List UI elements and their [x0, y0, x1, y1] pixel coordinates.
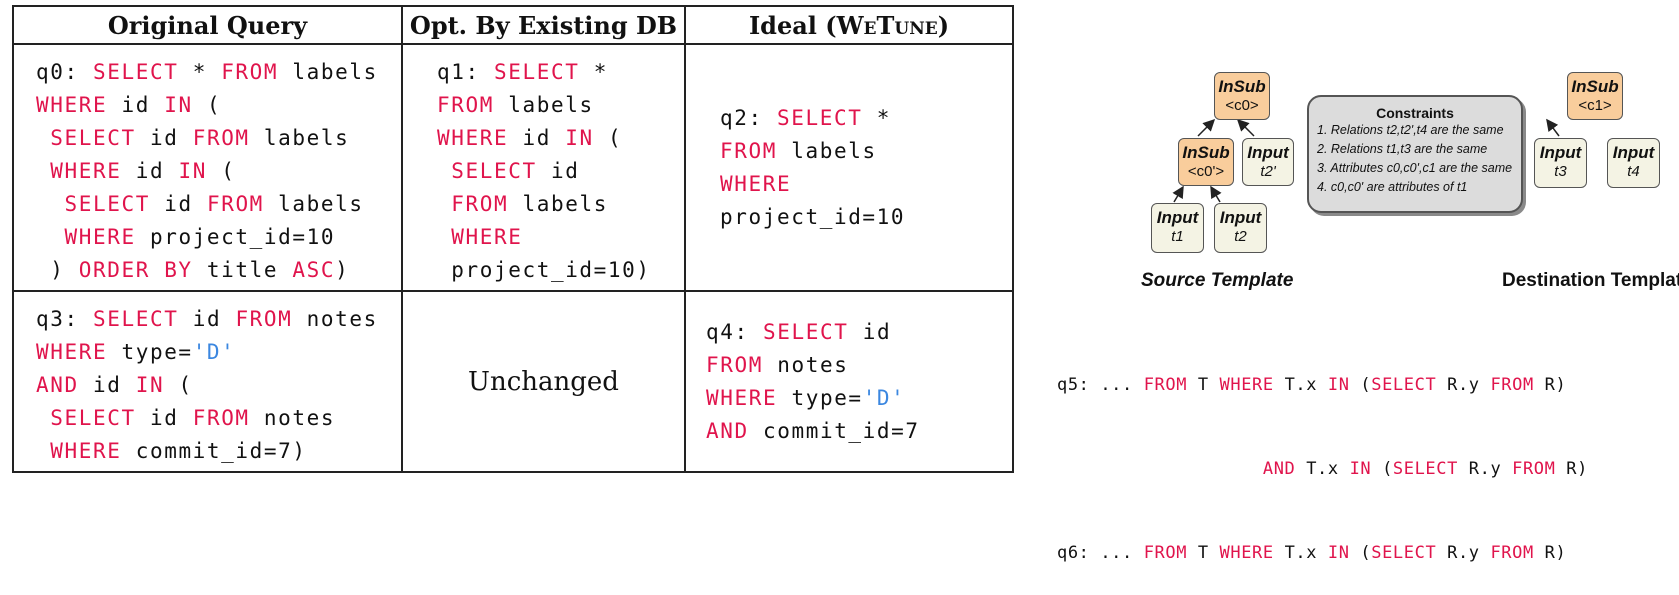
constraint-item: 3. Attributes c0,c0',c1 are the same	[1317, 161, 1513, 175]
code-line: q3: SELECT id FROM notes	[36, 307, 378, 331]
constraints-title: Constraints	[1376, 105, 1454, 121]
code-line: ) ORDER BY title ASC)	[36, 258, 350, 282]
input-node-t1: Input t1	[1151, 203, 1204, 253]
cell-q3: q3: SELECT id FROM notes WHERE type='D' AN…	[12, 290, 403, 473]
code-line: AND commit_id=7	[706, 418, 920, 443]
code-line: WHERE id IN (	[437, 126, 623, 150]
query-q3: q3: SELECT id FROM notes WHERE type='D' AN…	[36, 303, 401, 468]
code-line: WHERE type='D'	[706, 385, 906, 410]
query-q2: q2: SELECT * FROM labels WHERE project_id=1…	[720, 102, 1012, 234]
query-q6: q6: ... FROM T WHERE T.x IN (SELECT R.y …	[1057, 543, 1567, 563]
code-line: q0: SELECT * FROM labels	[36, 60, 378, 84]
input-node-t2-prime: Input t2'	[1242, 138, 1294, 186]
input-node-t4: Input t4	[1607, 138, 1660, 188]
code-line: SELECT id FROM notes	[50, 406, 336, 430]
edge-t2p-to-top	[1236, 118, 1255, 137]
code-line: SELECT id FROM labels	[64, 192, 364, 216]
constraints-box: Constraints 1. Relations t2,t2',t4 are t…	[1307, 95, 1523, 213]
code-line: AND id IN (	[36, 373, 193, 397]
edge-t4-to-dest	[1546, 118, 1560, 137]
query-q5-line-2: AND T.x IN (SELECT R.y FROM R)	[1262, 459, 1588, 479]
table-header-row: Original Query Opt. By Existing DB Ideal…	[12, 5, 1014, 45]
code-line: WHERE id IN (	[36, 93, 222, 117]
cell-unchanged: Unchanged	[401, 290, 686, 473]
code-line: WHERE	[720, 171, 792, 196]
insub-node-dest: InSub <c1>	[1567, 72, 1623, 120]
cell-q0: q0: SELECT * FROM labels WHERE id IN ( SE…	[12, 43, 403, 292]
edge-t1-to-mid	[1172, 185, 1184, 203]
insub-node-mid: InSub <c0'>	[1178, 138, 1234, 186]
header-ideal: Ideal (WeTune)	[684, 5, 1014, 45]
edge-t2-to-mid	[1210, 185, 1222, 203]
table-row: q0: SELECT * FROM labels WHERE id IN ( SE…	[12, 43, 1014, 292]
code-line: q1: SELECT *	[437, 60, 608, 84]
query-q4: q4: SELECT id FROM notes WHERE type='D' AND…	[706, 316, 1012, 448]
code-line: WHERE type='D'	[36, 340, 236, 364]
rewrite-rule-diagram: InSub <c0> InSub <c0'> Input t2' Input t1 In…	[1141, 60, 1679, 300]
unchanged-label: Unchanged	[468, 366, 619, 397]
code-line: WHERE commit_id=7)	[50, 439, 307, 463]
constraint-item: 1. Relations t2,t2',t4 are the same	[1317, 123, 1504, 137]
table-row: q3: SELECT id FROM notes WHERE type='D' AN…	[12, 290, 1014, 473]
source-template-label: Source Template	[1141, 270, 1294, 291]
code-line: FROM labels	[451, 192, 608, 216]
code-line: SELECT id	[451, 159, 580, 183]
header-existing-db: Opt. By Existing DB	[401, 5, 686, 45]
query-q1: q1: SELECT * FROM labels WHERE id IN ( SEL…	[437, 56, 684, 287]
cell-q2: q2: SELECT * FROM labels WHERE project_id=1…	[684, 43, 1014, 292]
code-line: SELECT id FROM labels	[50, 126, 350, 150]
code-line: FROM notes	[706, 352, 849, 377]
input-node-t2: Input t2	[1214, 203, 1267, 253]
destination-template-label: Destination Template	[1502, 270, 1679, 291]
cell-q4: q4: SELECT id FROM notes WHERE type='D' AND…	[684, 290, 1014, 473]
edge-mid-to-top	[1197, 118, 1216, 137]
code-line: FROM labels	[720, 138, 877, 163]
code-line: q2: SELECT *	[720, 105, 891, 130]
input-node-t3: Input t3	[1534, 138, 1587, 188]
constraint-item: 4. c0,c0' are attributes of t1	[1317, 180, 1468, 194]
code-line: project_id=10)	[437, 258, 651, 282]
code-line: FROM labels	[437, 93, 594, 117]
query-comparison-table: Original Query Opt. By Existing DB Ideal…	[12, 5, 1014, 473]
code-line: WHERE	[451, 225, 523, 249]
constraint-item: 2. Relations t1,t3 are the same	[1317, 142, 1488, 156]
code-line: WHERE project_id=10	[64, 225, 336, 249]
query-q0: q0: SELECT * FROM labels WHERE id IN ( SE…	[36, 56, 401, 287]
cell-q1: q1: SELECT * FROM labels WHERE id IN ( SEL…	[401, 43, 686, 292]
code-line: q4: SELECT id	[706, 319, 892, 344]
code-line: project_id=10	[720, 204, 906, 229]
queries-q5-q6: q5: ... FROM T WHERE T.x IN (SELECT R.y …	[1057, 315, 1588, 595]
header-original-query: Original Query	[12, 5, 403, 45]
insub-node-top: InSub <c0>	[1214, 72, 1270, 120]
query-q5-line-1: q5: ... FROM T WHERE T.x IN (SELECT R.y …	[1057, 375, 1567, 395]
code-line: WHERE id IN (	[50, 159, 236, 183]
